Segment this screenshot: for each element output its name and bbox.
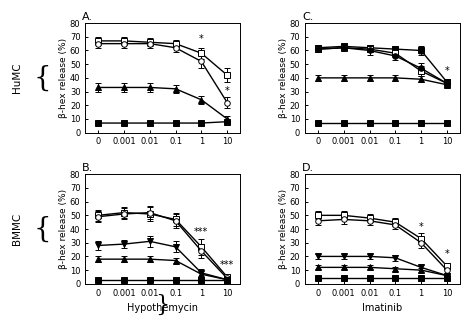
Text: *: * [199, 34, 204, 44]
Text: BMMC: BMMC [11, 213, 22, 245]
Y-axis label: β-hex release (%): β-hex release (%) [59, 189, 68, 269]
Text: HuMC: HuMC [11, 63, 22, 93]
Text: }: } [155, 294, 170, 316]
Text: B.: B. [82, 163, 93, 174]
Y-axis label: β-hex release (%): β-hex release (%) [279, 38, 288, 118]
Text: *: * [445, 67, 449, 77]
Text: *: * [419, 222, 423, 232]
Text: *: * [225, 86, 229, 96]
Text: *: * [445, 249, 449, 259]
Y-axis label: β-hex release (%): β-hex release (%) [59, 38, 68, 118]
Text: D.: D. [302, 163, 314, 174]
X-axis label: Hypothemycin: Hypothemycin [127, 303, 198, 313]
Text: *: * [419, 51, 423, 61]
Text: C.: C. [302, 12, 313, 22]
Text: ***: *** [194, 227, 209, 237]
Text: {: { [34, 215, 52, 243]
Y-axis label: β-hex release (%): β-hex release (%) [279, 189, 288, 269]
X-axis label: Imatinib: Imatinib [362, 303, 402, 313]
Text: A.: A. [82, 12, 93, 22]
Text: ***: *** [220, 260, 234, 270]
Text: {: { [34, 64, 52, 91]
